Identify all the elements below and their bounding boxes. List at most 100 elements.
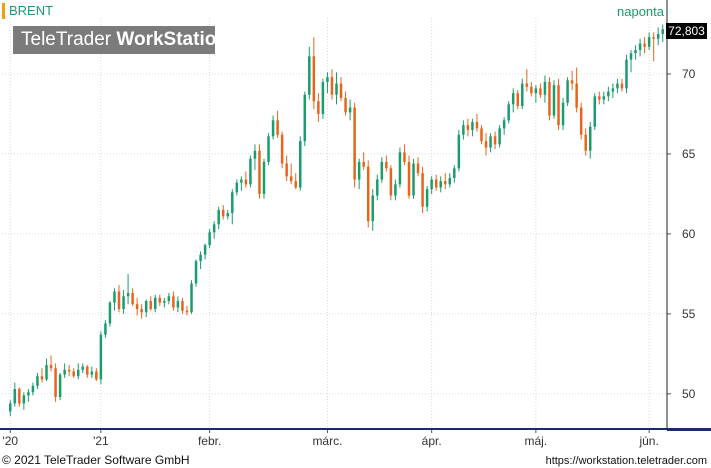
y-tick-label: 55 [682,307,696,321]
candle-body [249,158,252,185]
candle-body [398,152,402,185]
candle-body [421,173,424,207]
candle-body [167,296,171,302]
candle-body [330,77,334,95]
candle-body [480,128,483,142]
candle-body [489,136,492,148]
candle-body [253,150,257,159]
candle-body [221,209,225,217]
candle-body [507,104,510,121]
candle-body [190,283,193,313]
candle-body [271,120,275,137]
candle-body [203,245,207,255]
candle-body [126,293,130,297]
x-tick-label: márc. [312,434,342,448]
candle-body [561,102,565,126]
candle-body [557,85,560,126]
candle-body [471,121,474,130]
candle-body [371,195,374,222]
chart-canvas[interactable]: 50 55 60 65 70 '20 '21 febr. márc. ápr. máj. jún. [0,0,711,450]
axis-corner [667,429,711,431]
teletrader-logo: TeleTrader WorkStation [13,26,215,54]
candle-body [31,385,35,393]
candle-body [58,374,62,398]
candle-body [394,184,397,196]
candle-body [258,150,261,194]
candle-body [475,121,479,129]
candle-body [308,56,311,95]
candle-body [176,301,180,308]
candle-body [194,261,198,284]
candle-body [412,163,415,196]
candle-body [407,161,411,196]
candle-body [525,83,529,87]
candle-body [267,136,270,162]
candle-body [530,86,533,94]
candle-body [36,376,39,386]
candle-body [117,291,121,310]
candle-body [99,334,103,380]
candle-body [163,301,166,303]
candle-body [299,141,302,188]
candle-body [502,120,506,129]
candle-body [579,107,583,135]
candle-body [588,126,592,151]
candle-body [199,254,202,262]
candle-body [67,369,71,372]
logo-text-light: TeleTrader [21,29,117,50]
candle-body [543,81,547,95]
logo-text-bold: WorkStation [116,29,215,50]
candle-body [208,232,211,246]
candle-body [625,59,628,89]
candle-body [217,209,220,225]
candle-body [380,161,384,180]
candle-body [135,304,139,310]
candle-body [276,120,279,135]
candle-body [335,83,338,95]
candle-body [172,296,175,308]
candle-body [534,88,538,94]
candle-body [18,389,21,404]
candle-body [104,323,107,335]
candle-body [231,192,234,214]
candle-body [95,371,98,380]
candle-body [457,134,461,169]
candle-body [443,181,447,185]
candle-body [76,369,80,377]
y-tick-label: 70 [682,67,696,81]
candle-body [453,168,456,178]
candle-body [240,179,243,183]
x-tick-label: máj. [525,434,548,448]
candle-body [376,179,379,196]
candle-body [86,366,89,375]
candle-body [484,141,488,148]
candle-body [566,80,569,103]
candle-body [113,291,116,303]
candle-body [521,83,524,106]
candle-body [54,368,57,398]
candle-body [326,77,329,82]
candle-body [140,309,143,313]
source-url-link[interactable]: https://workstation.teletrader.com [545,455,707,467]
candle-body [430,179,433,190]
candle-body [40,376,44,380]
candle-body [403,152,406,162]
candle-body [339,83,343,98]
candle-body [620,83,624,89]
candle-body [63,369,66,375]
candle-body [661,29,664,34]
candle-body [27,392,30,396]
candle-body [149,301,152,310]
candle-body [353,107,356,180]
candle-body [385,161,388,169]
candle-body [516,93,519,106]
candle-body [629,53,633,60]
candle-body [389,168,393,196]
x-tick-label: jún. [638,434,658,448]
candle-body [181,301,184,311]
instrument-symbol[interactable]: BRENT [2,3,53,19]
period-label[interactable]: naponta [617,4,664,19]
candle-body [462,125,465,135]
candle-body [108,302,112,324]
